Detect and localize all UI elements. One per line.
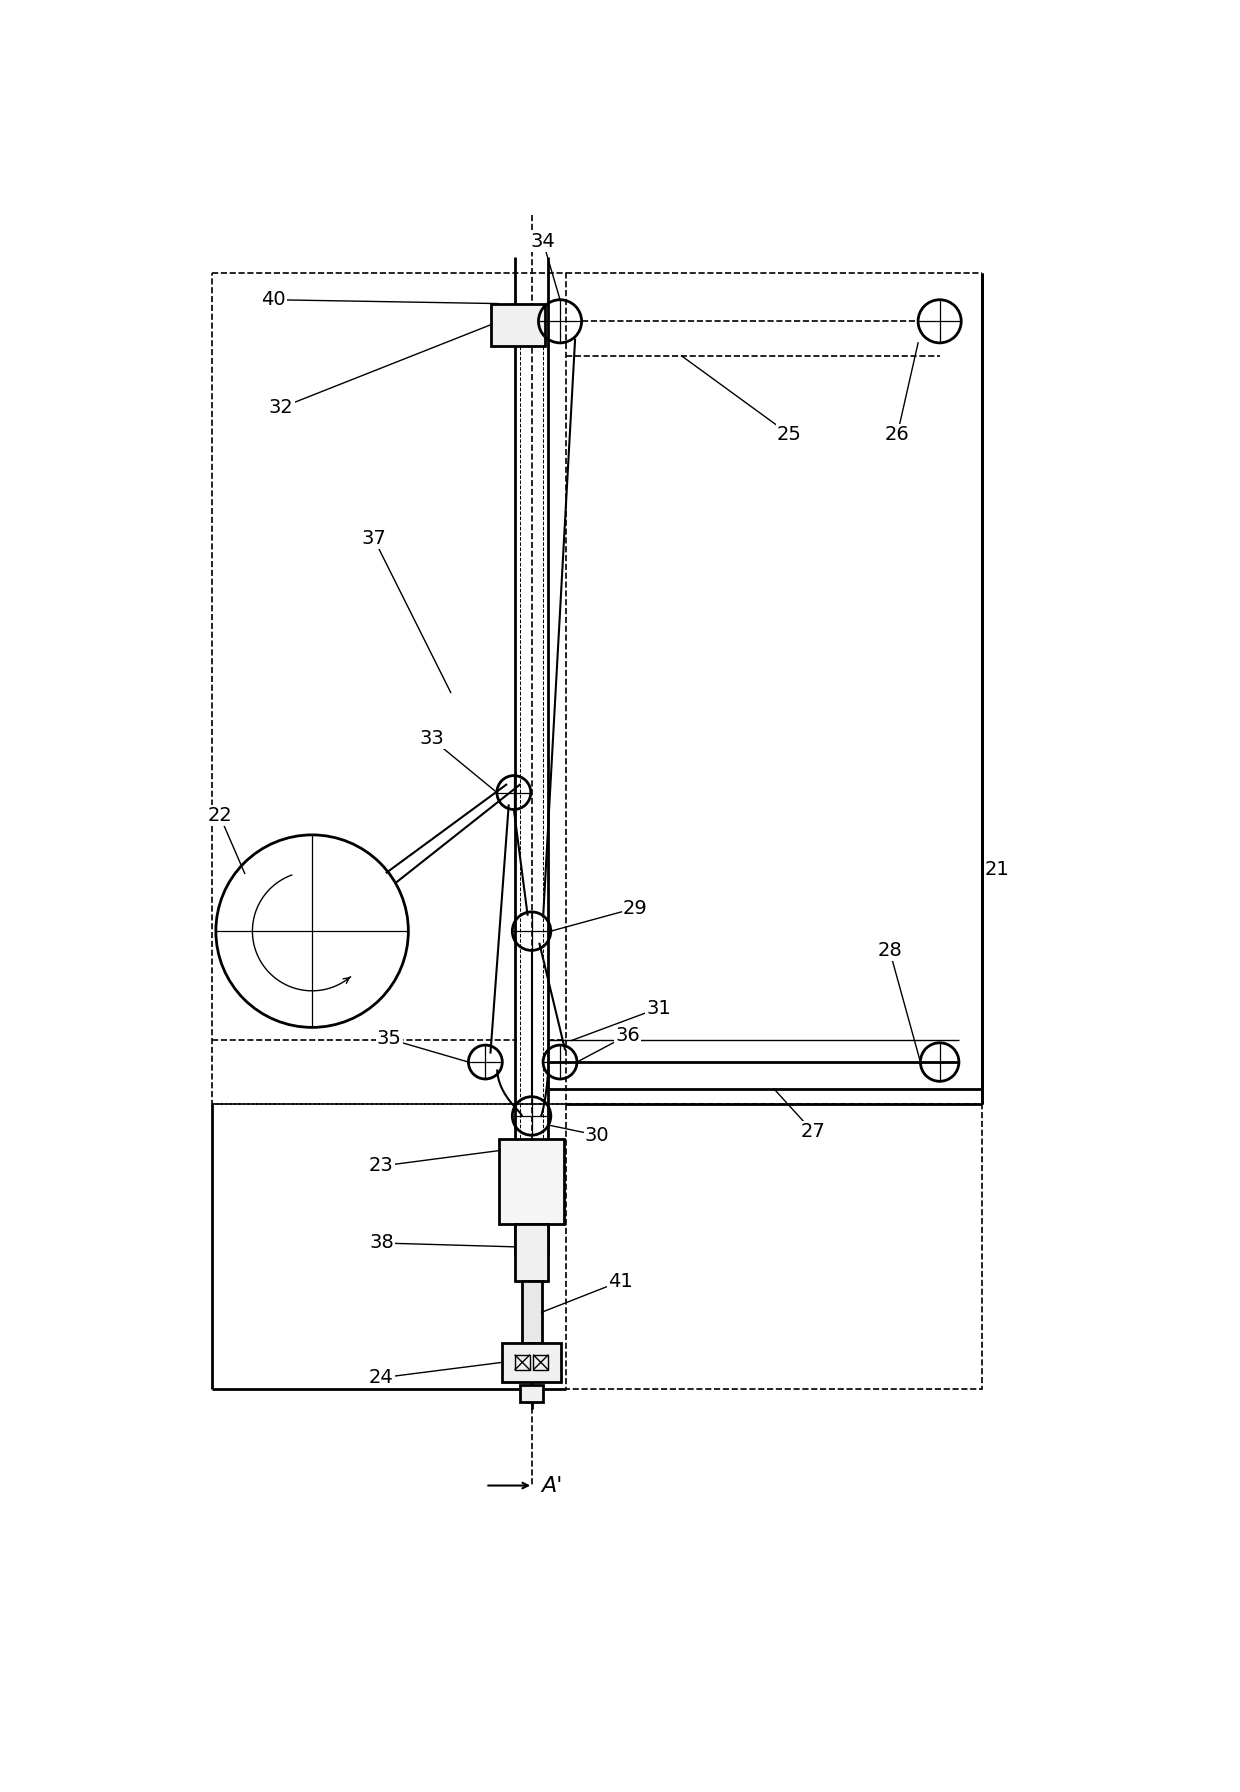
Text: 35: 35 <box>377 1029 402 1048</box>
Text: 41: 41 <box>608 1272 632 1290</box>
Text: 32: 32 <box>269 398 294 418</box>
Text: 25: 25 <box>777 425 802 444</box>
Bar <box>520 1385 543 1403</box>
Text: 30: 30 <box>585 1125 609 1145</box>
Text: 31: 31 <box>646 998 671 1018</box>
Bar <box>491 303 544 346</box>
Text: 22: 22 <box>207 806 232 824</box>
Text: 33: 33 <box>419 729 444 747</box>
Bar <box>567 1104 982 1389</box>
Text: 26: 26 <box>885 425 910 444</box>
Text: 27: 27 <box>800 1122 825 1142</box>
Text: 29: 29 <box>624 898 647 918</box>
Bar <box>212 272 567 1104</box>
Bar <box>515 1355 529 1371</box>
Text: 38: 38 <box>370 1233 394 1253</box>
Bar <box>515 1224 548 1281</box>
Bar <box>500 1140 564 1224</box>
Text: A': A' <box>541 1475 562 1496</box>
Bar <box>533 1355 548 1371</box>
Text: 36: 36 <box>615 1025 640 1045</box>
Text: 40: 40 <box>262 290 286 310</box>
Bar <box>522 1281 542 1342</box>
Text: 34: 34 <box>531 233 556 251</box>
Text: 28: 28 <box>877 941 901 961</box>
Text: 21: 21 <box>985 860 1009 880</box>
Text: 24: 24 <box>370 1369 394 1387</box>
Bar <box>502 1342 560 1382</box>
Text: 37: 37 <box>361 529 386 548</box>
Text: 23: 23 <box>370 1156 394 1176</box>
